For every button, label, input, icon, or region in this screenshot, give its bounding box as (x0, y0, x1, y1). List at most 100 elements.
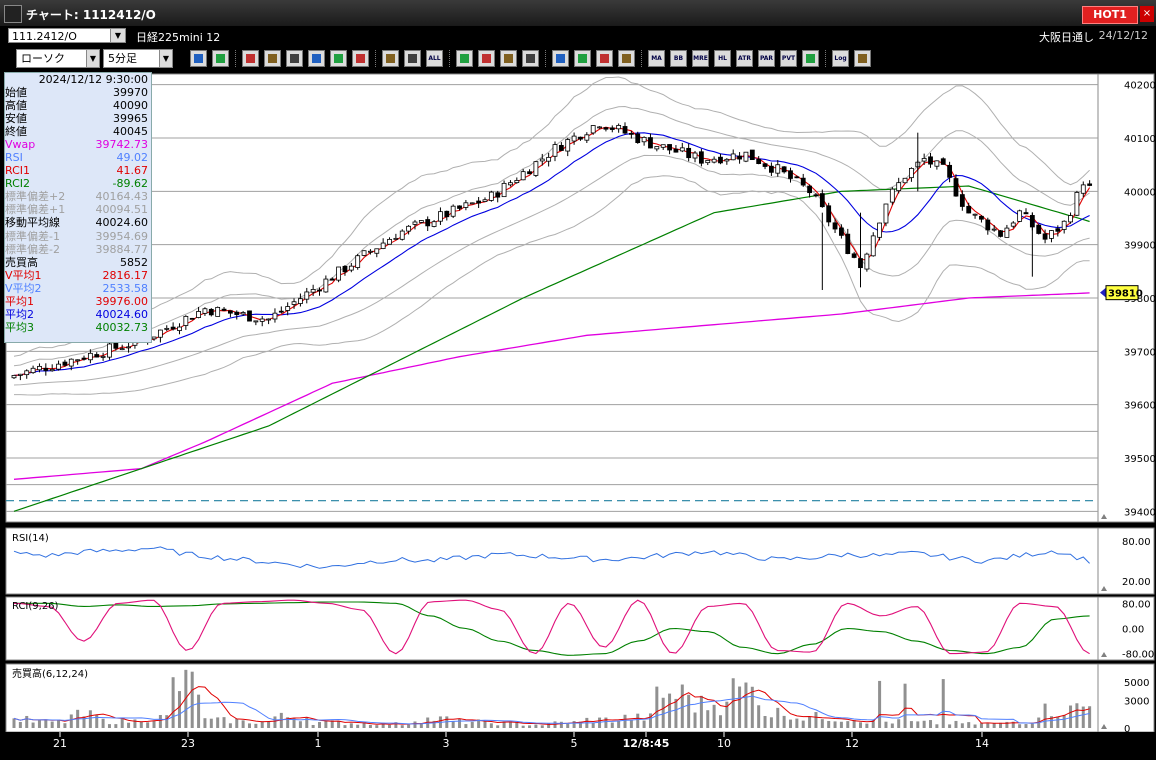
toolbar-info-button[interactable] (618, 50, 635, 67)
volume-bar (279, 712, 283, 728)
chevron-down-icon[interactable]: ▼ (159, 50, 172, 67)
toolbar-atr-button[interactable]: ATR (736, 50, 753, 67)
instrument-code-select[interactable]: 111.2412/O ▼ (8, 28, 126, 43)
toolbar-pvt-button[interactable]: PVT (780, 50, 797, 67)
toolbar-bar-width-button[interactable] (382, 50, 399, 67)
data-panel-value: 41.67 (116, 164, 149, 178)
toolbar-settings-button[interactable] (456, 50, 473, 67)
volume-bar (76, 709, 80, 728)
candle-body (94, 354, 100, 358)
candle-body (724, 158, 730, 162)
toolbar-ma-button[interactable]: MA (648, 50, 665, 67)
candle-body (291, 301, 297, 305)
candle-body (329, 278, 335, 281)
toolbar-hl-button[interactable]: HL (714, 50, 731, 67)
volume-bar (674, 698, 678, 728)
toolbar-all-button[interactable]: ALL (426, 50, 443, 67)
toolbar-pen-button[interactable] (242, 50, 259, 67)
toolbar-bar-narrow-button[interactable] (404, 50, 421, 67)
bar-width-icon (386, 54, 395, 63)
instrument-name: 日経225mini 12 (136, 31, 221, 44)
candle-body (590, 125, 596, 134)
candle-body (399, 230, 405, 240)
toolbar-log-button[interactable]: Log (832, 50, 849, 67)
chart-type-select[interactable]: ローソク ▼ (16, 49, 100, 68)
volume-bar (1011, 721, 1015, 728)
data-panel-value: 39965 (113, 112, 148, 126)
toolbar-fetch-button[interactable] (522, 50, 539, 67)
candle-body (304, 291, 310, 300)
toolbar-trash-button[interactable] (352, 50, 369, 67)
time-axis-label: 12/8:45 (623, 737, 670, 750)
volume-bar (578, 721, 582, 728)
toolbar-tools-button[interactable] (478, 50, 495, 67)
volume-bar (661, 697, 665, 728)
toolbar-zoom-button[interactable] (190, 50, 207, 67)
toolbar-mre-button[interactable]: MRE (692, 50, 709, 67)
volume-bar (648, 713, 652, 728)
period-select[interactable]: 5分足 ▼ (103, 49, 173, 68)
volume-bar (356, 724, 360, 728)
candle-body (151, 336, 157, 340)
volume-bar (757, 705, 761, 728)
rci-panel (5, 596, 1099, 661)
data-panel-label: 標準偏差-1 (5, 229, 60, 243)
rci-axis-panel (1097, 596, 1155, 661)
time-axis-label: 12 (845, 737, 859, 750)
volume-bar (986, 723, 990, 728)
toolbar-search-button[interactable] (552, 50, 569, 67)
hot-button[interactable]: HOT1 (1082, 6, 1138, 24)
toolbar-mark-button[interactable] (596, 50, 613, 67)
time-axis-label: 3 (443, 737, 450, 750)
toolbar-cursor-button[interactable] (286, 50, 303, 67)
panel-scroll-icon (1101, 652, 1107, 657)
volume-bar (82, 716, 86, 728)
main-panel (5, 73, 1099, 523)
data-panel-value: 40024.60 (95, 216, 149, 230)
volume-bar (63, 723, 67, 728)
chevron-down-icon[interactable]: ▼ (110, 29, 125, 42)
toolbar-compare-button[interactable] (574, 50, 591, 67)
toolbar-save-button[interactable] (854, 50, 871, 67)
toolbar-crosshair-button[interactable] (212, 50, 229, 67)
data-panel-value: 2816.17 (102, 268, 149, 282)
volume-bar (458, 719, 462, 728)
volume-bar (712, 704, 716, 728)
close-icon[interactable]: × (1140, 6, 1154, 22)
current-price-arrow-icon (1100, 287, 1106, 298)
data-panel-row: 標準偏差-2 39884.77 (5, 243, 151, 256)
volume-bar (375, 725, 379, 728)
candle-body (698, 151, 704, 164)
volume-bar (101, 718, 105, 728)
current-price-marker (1105, 285, 1139, 301)
volume-bar (878, 680, 882, 728)
toolbar-bb-button[interactable]: BB (670, 50, 687, 67)
candle-body (622, 126, 628, 134)
candle-body (119, 348, 125, 351)
candle-body (826, 205, 832, 223)
data-panel-label: 始値 (5, 86, 27, 99)
current-price-label: 39810 (1108, 289, 1143, 300)
candle-body (985, 219, 991, 231)
candle-body (807, 185, 812, 194)
price-tick-label: 39500 (1124, 454, 1156, 465)
volume-bar (935, 724, 939, 728)
toolbar-box-button[interactable] (802, 50, 819, 67)
candle-body (851, 253, 857, 258)
volume-bar (903, 683, 907, 728)
toolbar-palette-button[interactable] (500, 50, 517, 67)
volume-tick-label: 0 (1124, 724, 1130, 735)
data-panel-value: 5852 (120, 255, 148, 269)
volume-bar (553, 721, 557, 728)
chevron-down-icon[interactable]: ▼ (86, 50, 99, 67)
toolbar-separator (641, 50, 644, 67)
toolbar-par-button[interactable]: PAR (758, 50, 775, 67)
toolbar-note-button[interactable] (330, 50, 347, 67)
candle-body (539, 158, 545, 162)
candle-body (1042, 233, 1048, 240)
chart-toolbar: ローソク ▼ 5分足 ▼ ALL MA BB MRE HL ATR PAR PVT Log (0, 46, 1156, 72)
candle-body (558, 144, 564, 151)
ma3-line (13, 185, 1090, 512)
toolbar-paint-button[interactable] (264, 50, 281, 67)
toolbar-undo-button[interactable] (308, 50, 325, 67)
